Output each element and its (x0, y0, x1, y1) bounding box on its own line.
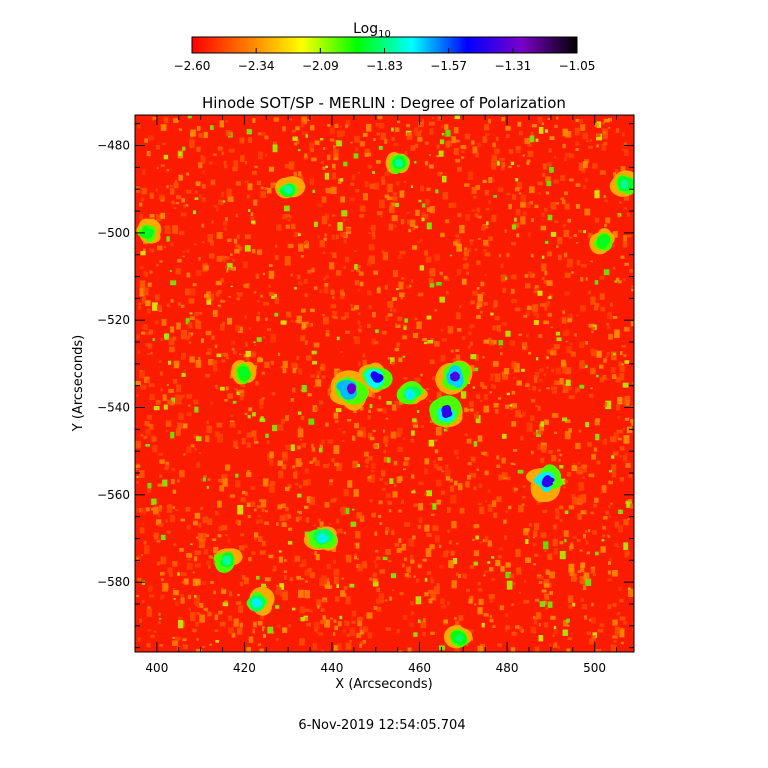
x-tick-label: 420 (233, 661, 256, 675)
heatmap-feature (589, 228, 615, 255)
heatmap-feature (330, 370, 370, 411)
heatmap-feature (429, 395, 463, 428)
x-tick-label: 480 (496, 661, 519, 675)
y-tick-label: −580 (97, 575, 130, 589)
heatmap-feature (213, 548, 243, 574)
x-tick-label: 500 (583, 661, 606, 675)
y-tick-label: −520 (97, 313, 130, 327)
y-axis-label: Y (Arcseconds) (71, 335, 86, 432)
colorbar-tick-label: −2.34 (238, 59, 275, 73)
x-tick-label: 400 (145, 661, 168, 675)
y-tick-label: −500 (97, 226, 130, 240)
colorbar-tick-label: −1.57 (430, 59, 467, 73)
timestamp: 6-Nov-2019 12:54:05.704 (298, 718, 465, 733)
colorbar-ticks: −2.60 −2.34 −2.09 −1.83 −1.57 −1.31 −1.05 (174, 48, 596, 73)
x-axis: 400 420 440 460 480 500 (134, 115, 617, 675)
heatmap-feature (435, 360, 473, 395)
colorbar-label-main: Log (353, 21, 378, 37)
y-tick-label: −540 (97, 401, 130, 415)
plot-frame (134, 114, 635, 653)
heatmap-feature (526, 464, 563, 503)
heatmap-feature (609, 170, 634, 197)
y-axis: −480 −500 −520 −540 −560 −580 (97, 123, 634, 649)
heatmap-feature (275, 176, 306, 199)
colorbar-tick-label: −2.09 (302, 59, 339, 73)
x-tick-label: 440 (321, 661, 344, 675)
x-tick-label: 460 (408, 661, 431, 675)
y-tick-label: −560 (97, 488, 130, 502)
heatmap-feature (358, 362, 393, 393)
heatmap-feature (385, 151, 410, 175)
heatmap-feature (303, 526, 338, 551)
chart-title: Hinode SOT/SP - MERLIN : Degree of Polar… (202, 94, 566, 112)
colorbar-label-sub: 10 (378, 29, 391, 40)
y-tick-label: −480 (97, 139, 130, 153)
colorbar-tick-label: −1.31 (494, 59, 531, 73)
colorbar-tick-label: −2.60 (174, 59, 211, 73)
heatmap-feature (246, 586, 275, 616)
heatmap-feature (396, 381, 428, 405)
heatmap-feature (443, 625, 473, 649)
colorbar-tick-label: −1.05 (559, 59, 596, 73)
heatmap-image (135, 115, 634, 652)
colorbar-tick-label: −1.83 (366, 59, 403, 73)
colorbar-label: Log10 (353, 21, 391, 40)
x-axis-label: X (Arcseconds) (335, 677, 432, 692)
heatmap-feature (230, 360, 257, 385)
